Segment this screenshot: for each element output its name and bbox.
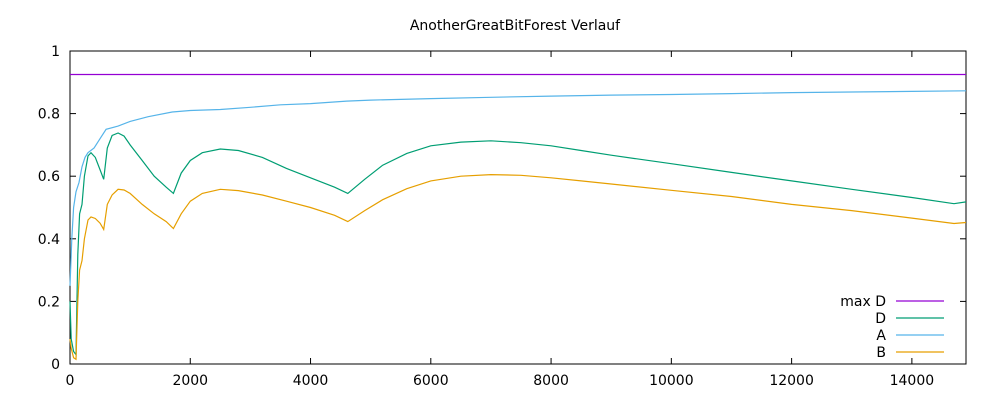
legend-label: max D: [840, 294, 886, 310]
y-tick-label: 0.6: [38, 169, 60, 185]
y-tick-label: 0.4: [38, 232, 60, 248]
series-line-a: [69, 90, 967, 286]
series-lines: [69, 73, 967, 361]
y-tick-label: 0.8: [38, 107, 60, 123]
chart-title: AnotherGreatBitForest Verlauf: [410, 18, 621, 34]
x-tick-label: 10000: [649, 373, 694, 389]
y-tick-label: 1: [51, 44, 60, 60]
x-tick-label: 2000: [172, 373, 208, 389]
series-line-d: [69, 132, 967, 357]
x-tick-label: 0: [66, 373, 75, 389]
x-axis: 0 2000 4000 6000 8000 10000 12000 14000: [66, 51, 935, 389]
x-tick-label: 6000: [413, 373, 449, 389]
x-tick-label: 8000: [533, 373, 569, 389]
legend-label: D: [875, 311, 886, 327]
series-line-b: [69, 173, 967, 361]
plot-area-frame: [69, 50, 967, 365]
y-axis: 0 0.2 0.4 0.6 0.8 1: [38, 44, 966, 373]
legend-label: A: [876, 328, 886, 344]
x-tick-label: 4000: [293, 373, 329, 389]
x-tick-label: 14000: [890, 373, 935, 389]
x-tick-label: 12000: [769, 373, 814, 389]
y-tick-label: 0.2: [38, 294, 60, 310]
legend-label: B: [876, 345, 886, 361]
y-tick-label: 0: [51, 357, 60, 373]
